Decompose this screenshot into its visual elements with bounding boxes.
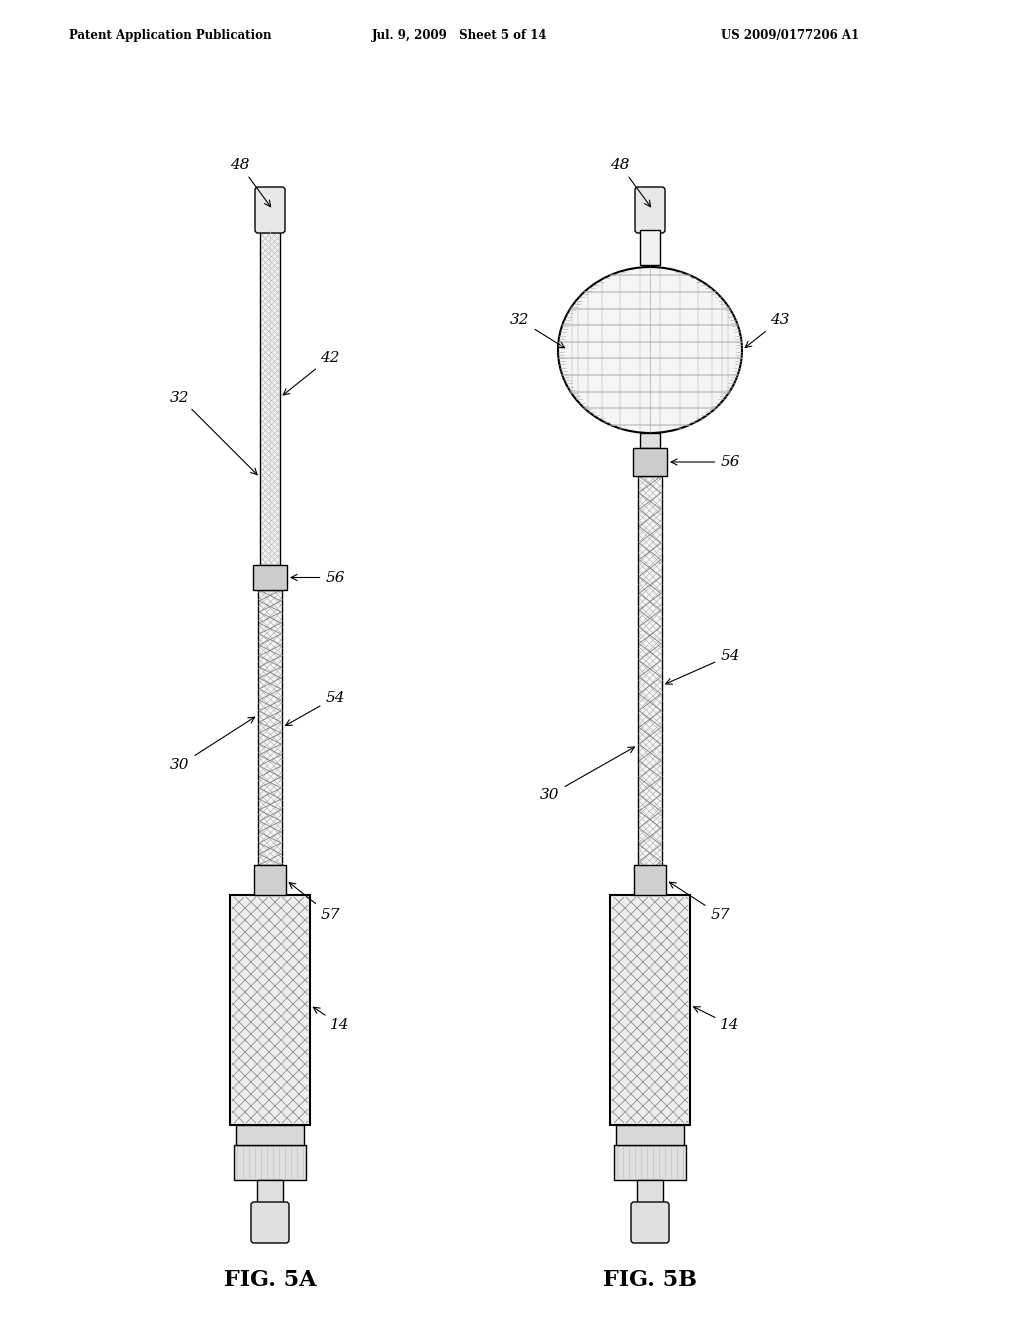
Bar (254, 865, 286, 895)
Text: 30: 30 (541, 747, 635, 803)
Text: Patent Application Publication: Patent Application Publication (69, 29, 271, 41)
Text: 56: 56 (291, 570, 345, 585)
Text: 42: 42 (284, 351, 340, 395)
Text: 14: 14 (313, 1007, 350, 1032)
Text: 57: 57 (289, 883, 340, 921)
Bar (234, 1144, 306, 1180)
FancyBboxPatch shape (251, 1203, 289, 1243)
Text: 57: 57 (670, 882, 730, 921)
Text: 56: 56 (671, 455, 739, 469)
Text: 43: 43 (745, 313, 790, 347)
Ellipse shape (558, 267, 742, 433)
Bar (236, 1125, 304, 1144)
FancyBboxPatch shape (631, 1203, 669, 1243)
Bar (633, 447, 667, 477)
Text: 32: 32 (510, 313, 564, 348)
Text: 32: 32 (170, 391, 257, 475)
Bar (614, 1144, 686, 1180)
Bar (640, 433, 660, 447)
Text: 14: 14 (693, 1007, 739, 1032)
Text: 48: 48 (230, 158, 270, 207)
Bar (253, 565, 287, 590)
Bar (638, 477, 662, 895)
Text: 48: 48 (610, 158, 650, 207)
Bar (616, 1125, 684, 1144)
Bar (260, 230, 280, 565)
Text: 54: 54 (286, 690, 345, 726)
Text: Jul. 9, 2009   Sheet 5 of 14: Jul. 9, 2009 Sheet 5 of 14 (373, 29, 548, 41)
Text: US 2009/0177206 A1: US 2009/0177206 A1 (721, 29, 859, 41)
Text: FIG. 5A: FIG. 5A (224, 1269, 316, 1291)
Bar (610, 895, 690, 1125)
Bar (258, 590, 282, 865)
Text: 54: 54 (666, 648, 739, 684)
FancyBboxPatch shape (255, 187, 285, 234)
Text: 30: 30 (170, 717, 255, 772)
Bar (634, 865, 666, 895)
Bar (230, 895, 310, 1125)
FancyBboxPatch shape (635, 187, 665, 234)
Bar (637, 1180, 663, 1205)
Text: FIG. 5B: FIG. 5B (603, 1269, 697, 1291)
Bar (257, 1180, 283, 1205)
Bar (640, 230, 660, 265)
